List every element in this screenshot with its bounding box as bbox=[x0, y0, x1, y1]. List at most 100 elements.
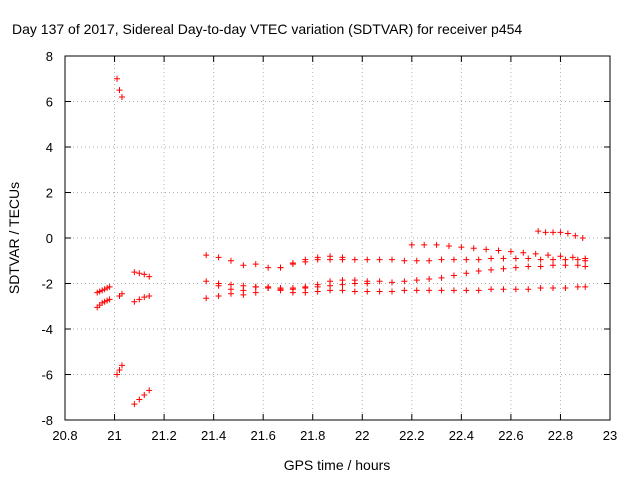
y-tick-label: 4 bbox=[46, 140, 53, 155]
data-point-s10 bbox=[463, 270, 470, 277]
data-point-s10 bbox=[438, 274, 445, 281]
data-point-s3 bbox=[118, 93, 125, 100]
data-point-s9 bbox=[426, 257, 433, 264]
data-point-s13 bbox=[302, 256, 309, 263]
data-point-s11 bbox=[339, 287, 346, 294]
y-tick-label: 0 bbox=[46, 231, 53, 246]
data-point-s14 bbox=[557, 253, 564, 260]
data-point-s12 bbox=[265, 285, 272, 292]
data-point-s8 bbox=[141, 391, 148, 398]
data-point-s9 bbox=[537, 256, 544, 263]
y-tick-label: -6 bbox=[41, 368, 53, 383]
data-point-s12 bbox=[339, 281, 346, 288]
data-point-s10 bbox=[389, 279, 395, 286]
grid-lines bbox=[65, 56, 610, 420]
data-point-s15 bbox=[550, 229, 557, 236]
data-point-s12 bbox=[302, 285, 309, 292]
data-point-s14 bbox=[507, 248, 514, 255]
data-point-s12 bbox=[215, 280, 222, 287]
data-point-s13 bbox=[289, 260, 296, 267]
data-point-s9 bbox=[512, 255, 519, 262]
data-point-s12 bbox=[277, 286, 284, 293]
x-tick-label: 21.6 bbox=[251, 428, 276, 443]
data-point-s9 bbox=[574, 256, 581, 263]
data-point-s11 bbox=[413, 287, 420, 294]
data-point-s14 bbox=[520, 249, 527, 256]
data-point-s9 bbox=[203, 252, 210, 259]
data-point-s12 bbox=[227, 281, 234, 288]
data-point-s14 bbox=[470, 245, 477, 252]
y-tick-label: -8 bbox=[41, 413, 53, 428]
x-tick-label: 21.8 bbox=[300, 428, 325, 443]
data-point-s9 bbox=[265, 264, 272, 271]
data-point-s6 bbox=[141, 271, 148, 278]
data-point-s11 bbox=[240, 291, 247, 298]
data-point-s14 bbox=[445, 242, 452, 249]
data-point-s11 bbox=[252, 289, 259, 296]
data-point-s11 bbox=[500, 286, 507, 293]
data-point-s2 bbox=[106, 296, 113, 303]
data-point-s9 bbox=[351, 256, 358, 263]
data-point-s9 bbox=[500, 255, 507, 262]
data-point-s11 bbox=[215, 293, 222, 300]
data-point-s9 bbox=[550, 256, 557, 263]
data-point-s13 bbox=[339, 254, 346, 261]
data-point-s9 bbox=[401, 257, 408, 264]
x-tick-label: 22.6 bbox=[498, 428, 523, 443]
data-point-s13 bbox=[327, 253, 334, 260]
data-point-s9 bbox=[488, 255, 495, 262]
data-point-s13 bbox=[277, 264, 284, 271]
data-point-s12 bbox=[351, 280, 358, 287]
data-point-s15 bbox=[542, 229, 549, 236]
data-point-s9 bbox=[252, 261, 259, 268]
data-point-s12 bbox=[240, 282, 247, 289]
data-point-s11 bbox=[488, 286, 495, 293]
data-point-s8 bbox=[136, 396, 143, 403]
data-point-s9 bbox=[463, 256, 470, 263]
data-point-s10 bbox=[488, 266, 495, 273]
data-point-s15 bbox=[535, 228, 542, 235]
x-tick-label: 22.2 bbox=[399, 428, 424, 443]
data-point-s9 bbox=[413, 257, 420, 264]
data-point-s10 bbox=[426, 275, 433, 282]
data-point-s14 bbox=[569, 254, 576, 261]
data-point-s10 bbox=[401, 278, 408, 285]
data-point-s10 bbox=[550, 262, 557, 269]
data-point-s12 bbox=[252, 283, 259, 290]
data-point-s8 bbox=[146, 387, 153, 394]
x-tick-label: 23 bbox=[603, 428, 617, 443]
data-point-s9 bbox=[389, 256, 395, 263]
data-point-s6 bbox=[136, 270, 143, 277]
y-tick-label: 8 bbox=[46, 49, 53, 64]
data-point-s11 bbox=[389, 288, 395, 295]
data-point-s12 bbox=[364, 280, 371, 287]
y-tick-label: -4 bbox=[41, 322, 53, 337]
data-point-s11 bbox=[512, 286, 519, 293]
data-point-s12 bbox=[314, 283, 321, 290]
data-point-s11 bbox=[550, 285, 557, 292]
data-point-s9 bbox=[450, 256, 457, 263]
x-tick-label: 21.4 bbox=[201, 428, 226, 443]
data-point-s7 bbox=[136, 296, 143, 303]
data-point-s14 bbox=[458, 244, 465, 251]
x-tick-label: 22.4 bbox=[449, 428, 474, 443]
data-point-s9 bbox=[525, 255, 532, 262]
data-point-s15 bbox=[557, 229, 564, 236]
data-point-s15 bbox=[579, 235, 586, 241]
data-point-s4 bbox=[116, 366, 123, 373]
data-point-s11 bbox=[376, 288, 383, 295]
data-point-s14 bbox=[421, 241, 428, 248]
data-point-s11 bbox=[364, 288, 371, 295]
data-point-s10 bbox=[475, 267, 482, 274]
tick-labels: 20.8 21 21.2 21.4 21.6 21.8 22 22.2 22.4 22.6 22.8… bbox=[41, 49, 617, 443]
data-point-s7 bbox=[141, 294, 148, 301]
data-point-s4 bbox=[114, 371, 121, 378]
x-tick-label: 20.8 bbox=[52, 428, 77, 443]
data-point-s11 bbox=[562, 285, 569, 292]
data-point-s11 bbox=[475, 287, 482, 294]
data-point-s11 bbox=[401, 287, 408, 294]
data-point-s11 bbox=[450, 287, 457, 294]
data-point-s9 bbox=[215, 254, 222, 261]
data-point-s14 bbox=[433, 241, 440, 248]
